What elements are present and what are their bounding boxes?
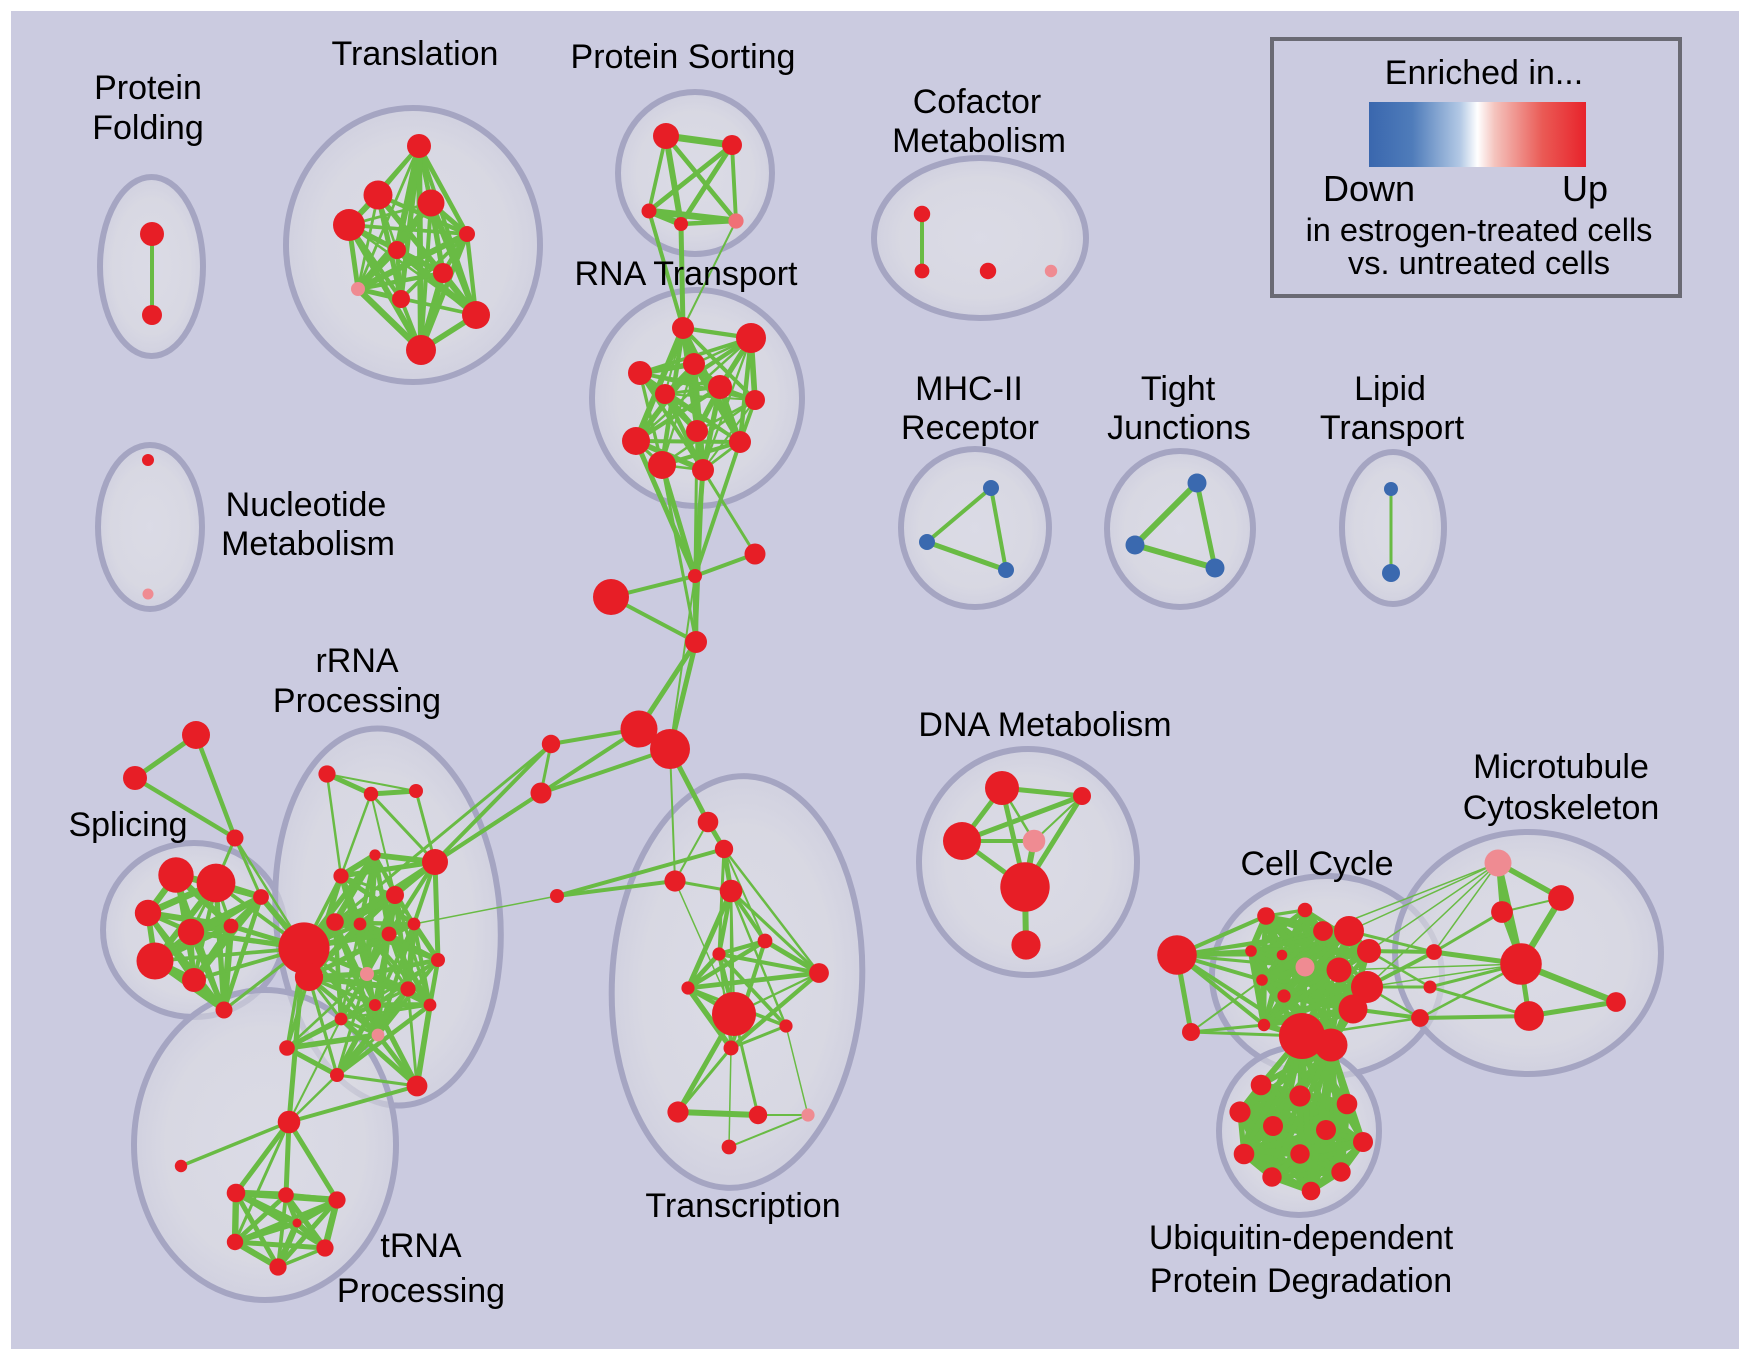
svg-text:Metabolism: Metabolism (221, 525, 395, 563)
svg-text:Transcription: Transcription (645, 1187, 840, 1225)
svg-text:Processing: Processing (273, 682, 441, 720)
svg-text:rRNA: rRNA (315, 642, 398, 680)
svg-text:Up: Up (1562, 168, 1608, 209)
svg-text:in estrogen-treated cells: in estrogen-treated cells (1306, 212, 1653, 248)
svg-text:Protein Sorting: Protein Sorting (571, 38, 796, 76)
svg-text:Tight: Tight (1141, 370, 1216, 408)
svg-text:Folding: Folding (92, 109, 204, 147)
svg-text:vs. untreated cells: vs. untreated cells (1348, 245, 1610, 281)
svg-text:Protein: Protein (94, 69, 202, 107)
svg-text:Translation: Translation (332, 35, 499, 73)
svg-text:RNA Transport: RNA Transport (575, 255, 799, 293)
svg-text:Down: Down (1323, 168, 1415, 209)
svg-text:Microtubule: Microtubule (1473, 748, 1649, 786)
svg-text:DNA Metabolism: DNA Metabolism (918, 706, 1171, 744)
svg-text:Processing: Processing (337, 1272, 505, 1310)
svg-text:Nucleotide: Nucleotide (226, 486, 387, 524)
svg-text:Junctions: Junctions (1107, 409, 1251, 447)
svg-text:Cell Cycle: Cell Cycle (1240, 845, 1393, 883)
svg-text:Metabolism: Metabolism (892, 122, 1066, 160)
svg-text:Cofactor: Cofactor (913, 83, 1042, 121)
svg-text:Enriched in...: Enriched in... (1385, 54, 1583, 92)
svg-text:Lipid: Lipid (1354, 370, 1426, 408)
svg-text:Cytoskeleton: Cytoskeleton (1463, 789, 1660, 827)
svg-text:Receptor: Receptor (901, 409, 1039, 447)
svg-text:Ubiquitin-dependent: Ubiquitin-dependent (1149, 1219, 1454, 1257)
svg-text:Splicing: Splicing (68, 806, 187, 844)
svg-text:MHC-II: MHC-II (915, 370, 1023, 408)
svg-text:Transport: Transport (1320, 409, 1465, 447)
svg-text:tRNA: tRNA (380, 1227, 462, 1265)
svg-text:Protein Degradation: Protein Degradation (1150, 1262, 1452, 1300)
